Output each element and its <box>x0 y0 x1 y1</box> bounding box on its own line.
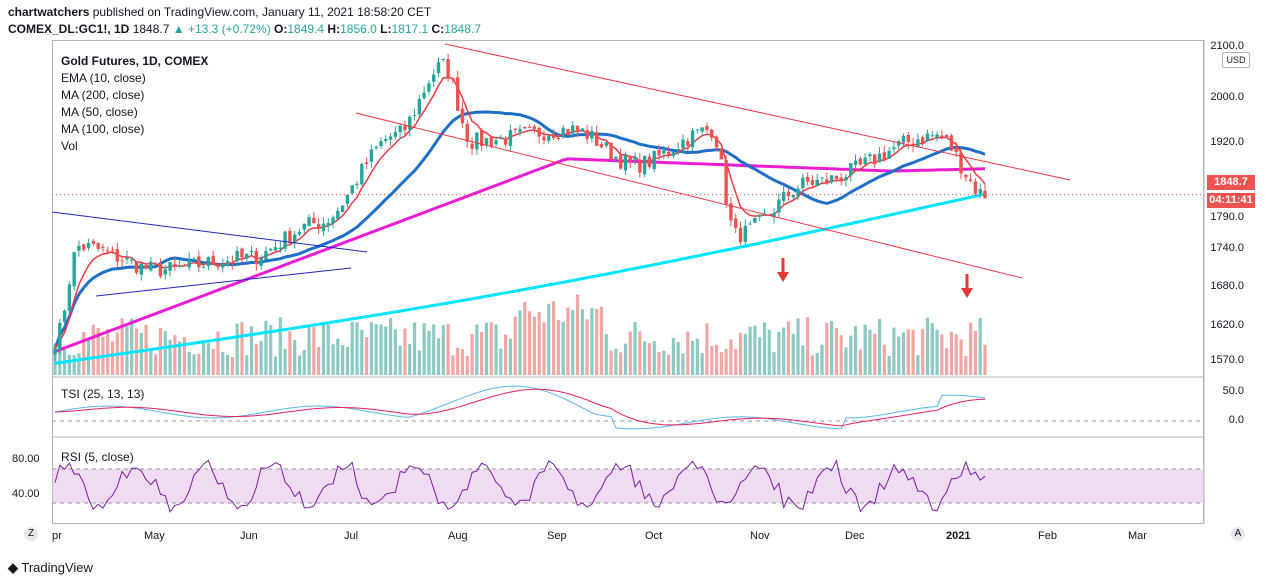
y-tick-tsi-50: 50.0 <box>1222 385 1244 397</box>
y-tick-1620: 1620.0 <box>1210 319 1244 331</box>
x-tick-dec: Dec <box>845 530 865 542</box>
publisher-user[interactable]: chartwatchers <box>8 5 90 19</box>
tsi-label: TSI (25, 13, 13) <box>61 387 145 401</box>
y-tick-2100: 2100.0 <box>1210 40 1244 52</box>
x-tick-nov: Nov <box>750 530 770 542</box>
symbol-name: COMEX_DL:GC1!, 1D <box>8 22 130 36</box>
x-tick-2021: 2021 <box>946 530 971 542</box>
publish-info: published on TradingView.com, January 11… <box>92 5 432 19</box>
legend-ma50: MA (50, close) <box>61 105 138 119</box>
legend-ema10: EMA (10, close) <box>61 71 146 85</box>
price-change: ▲ +13.3 (+0.72%) <box>172 22 271 36</box>
x-tick-apr: pr <box>52 530 62 542</box>
x-tick-oct: Oct <box>645 530 663 542</box>
y-tick-1790: 1790.0 <box>1210 211 1244 223</box>
tradingview-logo[interactable]: ◆ TradingView <box>8 560 93 576</box>
zoom-button[interactable]: Z <box>24 527 38 541</box>
x-tick-jun: Jun <box>240 530 258 542</box>
logo-text: TradingView <box>21 560 93 575</box>
low-label: L: <box>380 22 392 36</box>
y-tick-1920: 1920.0 <box>1210 136 1244 148</box>
close-label: C: <box>431 22 445 36</box>
publisher-line: chartwatchers published on TradingView.c… <box>8 5 431 19</box>
timer-badge: 04:11:41 <box>1207 193 1255 208</box>
rsi-label: RSI (5, close) <box>61 450 134 464</box>
open-value: 1849.4 <box>287 22 325 36</box>
high-value: 1856.0 <box>340 22 377 36</box>
y-tick-1740: 1740.0 <box>1210 242 1244 254</box>
legend-ma100: MA (100, close) <box>61 122 145 136</box>
y-tick-2000: 2000.0 <box>1210 91 1244 103</box>
symbol-line: COMEX_DL:GC1!, 1D 1848.7 ▲ +13.3 (+0.72%… <box>8 22 481 36</box>
y-tick-rsi-80: 80.00 <box>12 453 40 465</box>
last-price: 1848.7 <box>132 22 170 36</box>
legend-vol: Vol <box>61 139 78 153</box>
low-value: 1817.1 <box>391 22 429 36</box>
logo-icon: ◆ <box>8 560 18 575</box>
currency-button[interactable]: USD <box>1222 52 1250 68</box>
legend-ma200: MA (200, close) <box>61 88 145 102</box>
x-tick-feb: Feb <box>1038 530 1057 542</box>
open-label: O: <box>274 22 288 36</box>
chart-frame[interactable] <box>52 40 1204 524</box>
indicator-legend: Gold Futures, 1D, COMEX EMA (10, close) … <box>61 53 208 155</box>
x-tick-aug: Aug <box>448 530 468 542</box>
y-tick-1570: 1570.0 <box>1210 354 1244 366</box>
x-tick-jul: Jul <box>344 530 359 542</box>
x-tick-sep: Sep <box>547 530 567 542</box>
x-tick-mar: Mar <box>1128 530 1147 542</box>
y-tick-rsi-40: 40.00 <box>12 488 40 500</box>
y-tick-tsi-0: 0.0 <box>1228 414 1244 426</box>
legend-title: Gold Futures, 1D, COMEX <box>61 54 209 68</box>
x-tick-may: May <box>144 530 165 542</box>
y-tick-1680: 1680.0 <box>1210 280 1244 292</box>
close-value: 1848.7 <box>444 22 481 36</box>
high-label: H: <box>327 22 341 36</box>
auto-scale-button[interactable]: A <box>1231 527 1245 541</box>
price-badge: 1848.7 <box>1207 175 1255 190</box>
